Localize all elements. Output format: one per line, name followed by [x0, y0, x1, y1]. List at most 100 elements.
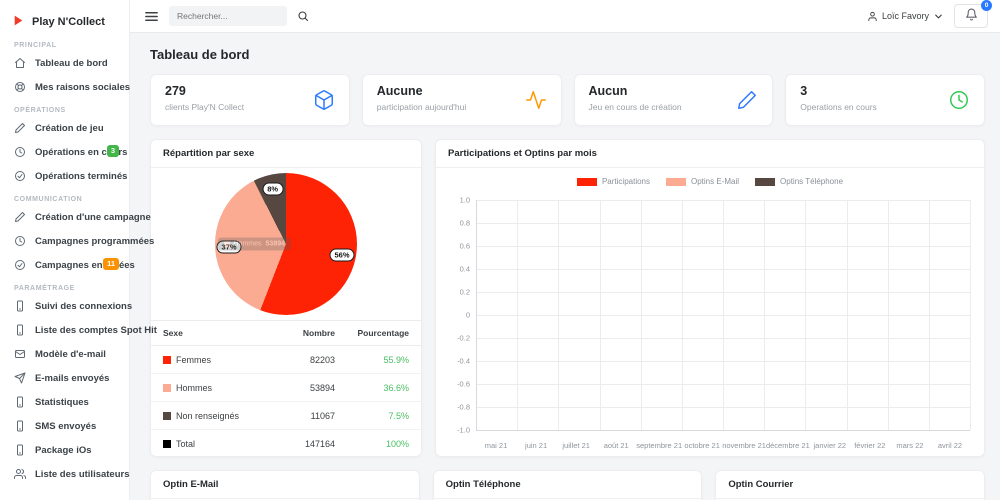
activity-icon	[525, 89, 547, 111]
send-icon	[14, 372, 26, 384]
smartphone-icon	[14, 420, 26, 432]
y-tick-label: -1.0	[457, 425, 470, 435]
x-tick-label: novembre 21	[722, 441, 766, 450]
pencil-icon	[14, 122, 26, 134]
sidebar-item-e-mails-envoyes[interactable]: E-mails envoyés	[12, 366, 129, 390]
stat-card-clients-play-n-collect: 279 clients Play'N Collect	[150, 74, 350, 126]
sidebar-item-operations-en-cours[interactable]: Opérations en cours 3	[12, 140, 129, 164]
stat-value: 279	[165, 84, 186, 98]
sidebar-item-operations-termines[interactable]: Opérations terminés	[12, 164, 129, 188]
card-title: Optin Courrier	[716, 471, 984, 499]
y-tick-label: -0.6	[457, 379, 470, 389]
legend-item-participations[interactable]: Participations	[576, 177, 650, 186]
lifebuoy-icon	[14, 81, 26, 93]
pie-table-row: Non renseignés 11067 7.5%	[151, 402, 421, 430]
sidebar-item-label: Modèle d'e-mail	[35, 348, 106, 360]
sidebar-item-liste-des-utilisateurs[interactable]: Liste des utilisateurs	[12, 462, 130, 486]
search-input[interactable]	[169, 6, 287, 26]
play-icon	[12, 14, 25, 30]
clock-icon	[948, 89, 970, 111]
sidebar-item-campagnes-envoyees[interactable]: Campagnes envoyées 11	[12, 253, 135, 277]
y-axis-labels: 1.0 0.8 0.6 0.4 0.2 0 -0.2 -0.4 -0.6 -0.8 -1.0	[436, 196, 470, 435]
sidebar-item-tableau-de-bord[interactable]: Tableau de bord	[12, 51, 129, 75]
sidebar-item-statistiques[interactable]: Statistiques	[12, 390, 129, 414]
y-tick-label: 0.8	[459, 218, 470, 228]
sidebar-item-liste-des-comptes-spot-hit[interactable]: Liste des comptes Spot Hit	[12, 318, 157, 342]
pie-table-header: Sexe Nombre Pourcentage	[151, 321, 421, 346]
legend-item-optins-e-mail[interactable]: Optins E-Mail	[666, 177, 739, 186]
stat-card-participation-aujourd-hui: Aucune participation aujourd'hui	[361, 74, 562, 126]
users-icon	[14, 468, 26, 480]
card-optin-e-mail: Optin E-Mail	[150, 470, 420, 500]
card-title: Optin Téléphone	[433, 471, 702, 499]
sidebar-item-label: Opérations en cours	[35, 146, 128, 158]
notifications-button[interactable]: 0	[954, 0, 992, 28]
smartphone-icon	[14, 300, 26, 312]
x-tick-label: mars 22	[896, 441, 924, 450]
sidebar-item-suivi-des-connexions[interactable]: Suivi des connexions	[12, 294, 133, 318]
sidebar-item-mes-raisons-sociales[interactable]: Mes raisons sociales	[12, 75, 130, 99]
sidebar-item-label: Liste des comptes Spot Hit	[35, 324, 157, 336]
sidebar-item-campagnes-programmees[interactable]: Campagnes programmées	[12, 229, 154, 253]
sidebar-item-label: Création d'une campagne	[35, 211, 151, 223]
card-optin-courrier: Optin Courrier	[715, 470, 985, 500]
stat-value: Aucun	[588, 84, 628, 98]
sidebar-item-creation-d-une-campagne[interactable]: Création d'une campagne	[12, 205, 151, 229]
sidebar-item-badge: 11	[103, 258, 119, 270]
user-name: Loïc Favory	[881, 11, 929, 21]
brand-logo[interactable]: Play N'Collect	[12, 10, 129, 34]
hamburger-menu-button[interactable]	[144, 9, 159, 24]
x-tick-label: décembre 21	[765, 441, 810, 450]
sidebar-item-label: Package iOs	[35, 444, 92, 456]
stat-card-operations-en-cours: 3 Operations en cours	[785, 74, 985, 126]
pie-table: Sexe Nombre Pourcentage Femmes 82203 55.9% Hom…	[151, 320, 421, 456]
line-chart-card: Participations et Optins par mois Partic…	[435, 139, 985, 457]
pencil-icon	[14, 211, 26, 223]
smartphone-icon	[14, 396, 26, 408]
x-tick-label: juillet 21	[562, 441, 590, 450]
pie-table-row: Total 147164 100%	[151, 430, 421, 456]
notification-badge: 0	[981, 0, 992, 11]
box-icon	[313, 89, 335, 111]
legend-swatch	[666, 177, 686, 186]
sidebar-item-label: Opérations terminés	[35, 170, 128, 182]
user-menu[interactable]: Loïc Favory	[867, 11, 944, 22]
stat-caption: clients Play'N Collect	[165, 102, 245, 112]
x-tick-label: septembre 21	[636, 441, 683, 450]
sidebar-item-label: Suivi des connexions	[35, 300, 133, 312]
sidebar-nav: PRINCIPAL Tableau de bord Mes raisons soci…	[12, 42, 157, 486]
stat-caption: Operations en cours	[800, 102, 877, 112]
line-chart-title: Participations et Optins par mois	[436, 140, 984, 168]
sidebar-section-label: COMMUNICATION	[14, 196, 83, 203]
y-tick-label: -0.2	[457, 333, 470, 343]
x-tick-label: juin 21	[525, 441, 548, 450]
sidebar-section-label: PARAMÉTRAGE	[14, 285, 75, 292]
stat-value: 3	[800, 84, 808, 98]
sidebar-item-label: Statistiques	[35, 396, 89, 408]
sidebar-item-sms-envoyes[interactable]: SMS envoyés	[12, 414, 129, 438]
legend-swatch	[576, 177, 597, 186]
legend-item-optins-telephone[interactable]: Optins Téléphone	[755, 177, 843, 186]
pencil-icon	[736, 89, 758, 111]
x-tick-label: février 22	[854, 441, 886, 450]
pie-chart-card: Répartition par sexe 56% 37% 8% Hommes53894…	[150, 139, 422, 457]
x-tick-label: janvier 22	[813, 441, 847, 450]
sidebar-item-modele-d-e-mail[interactable]: Modèle d'e-mail	[12, 342, 129, 366]
stat-card-jeu-en-cours-de-creation: Aucun Jeu en cours de création	[573, 74, 774, 126]
sidebar-item-label: SMS envoyés	[35, 420, 97, 432]
pie-chart-title: Répartition par sexe	[151, 140, 421, 168]
sidebar-section-label: OPÉRATIONS	[14, 107, 66, 114]
sidebar-item-creation-de-jeu[interactable]: Création de jeu	[12, 116, 129, 140]
sidebar-item-label: Tableau de bord	[35, 57, 108, 69]
clock-icon	[14, 235, 26, 247]
stat-caption: Jeu en cours de création	[588, 102, 682, 112]
pie-table-row: Hommes 53894 36.6%	[151, 374, 421, 402]
sidebar-item-package-ios[interactable]: Package iOs	[12, 438, 129, 462]
pie-slice-label: 8%	[262, 182, 284, 196]
search-icon[interactable]	[297, 10, 309, 22]
x-tick-label: mai 21	[484, 441, 508, 450]
chevron-down-icon	[933, 11, 944, 22]
charts-row: Répartition par sexe 56% 37% 8% Hommes53894…	[150, 139, 985, 457]
y-tick-label: 0.2	[459, 287, 470, 297]
sidebar-item-label: Campagnes envoyées	[35, 259, 135, 271]
